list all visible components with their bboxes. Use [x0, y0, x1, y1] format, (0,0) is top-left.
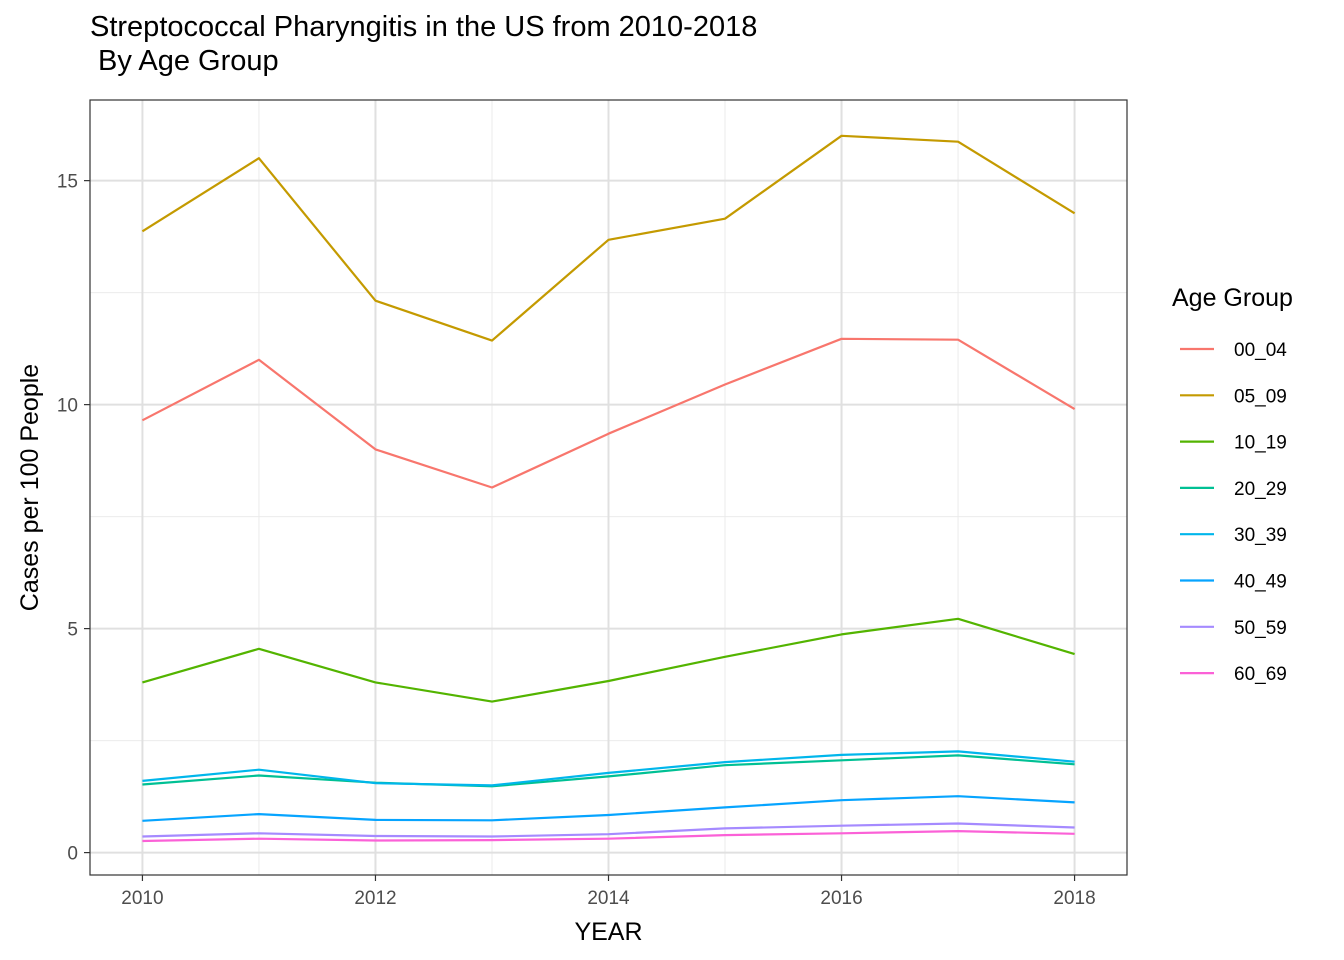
series-line-00_04 [141, 337, 1076, 489]
x-axis-ticks: 2010 2012 2014 2016 2018 [121, 875, 1096, 909]
x-tick-label: 2010 [121, 888, 163, 909]
x-axis-title: YEAR [574, 918, 642, 946]
legend-title: Age Group [1172, 284, 1293, 312]
legend-label-50_59: 50_59 [1234, 618, 1287, 639]
legend-label-20_29: 20_29 [1234, 479, 1287, 500]
x-tick-label: 2014 [587, 888, 630, 909]
series-line-20_29 [142, 754, 1075, 788]
series-line-60_69 [142, 829, 1075, 843]
y-axis-title: Cases per 100 People [16, 364, 44, 611]
legend-label-30_39: 30_39 [1234, 525, 1287, 546]
series-line-30_39 [142, 750, 1075, 787]
series-line-40_49 [142, 795, 1075, 822]
y-tick-label: 15 [57, 172, 78, 193]
major-gridlines [90, 100, 1127, 875]
chart-title-line-2: By Age Group [90, 45, 279, 77]
chart-title-line-1: Streptococcal Pharyngitis in the US from… [90, 11, 758, 43]
x-tick-label: 2012 [354, 888, 396, 909]
y-axis-ticks: 0 5 10 15 [57, 172, 90, 865]
y-tick-label: 10 [57, 396, 78, 417]
legend-label-05_09: 05_09 [1234, 386, 1287, 407]
chart-title: Streptococcal Pharyngitis in the US from… [90, 10, 757, 78]
y-tick-label: 0 [67, 844, 78, 865]
legend-label-60_69: 60_69 [1234, 664, 1287, 685]
x-tick-label: 2018 [1053, 888, 1095, 909]
legend-label-00_04: 00_04 [1234, 340, 1287, 361]
legend-label-10_19: 10_19 [1234, 433, 1287, 454]
y-tick-label: 5 [67, 620, 78, 641]
series-line-05_09 [141, 134, 1076, 342]
series-line-10_19 [142, 617, 1075, 703]
legend-label-40_49: 40_49 [1234, 572, 1287, 593]
series-lines [141, 134, 1076, 843]
series-line-50_59 [142, 822, 1075, 838]
legend: Age Group 00_04 05_09 10_19 20_29 30_39 40_49… [1172, 284, 1293, 685]
x-tick-label: 2016 [820, 888, 862, 909]
